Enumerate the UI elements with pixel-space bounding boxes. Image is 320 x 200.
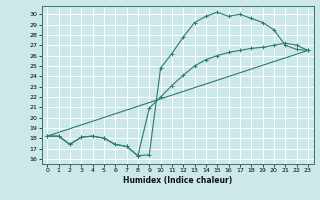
- X-axis label: Humidex (Indice chaleur): Humidex (Indice chaleur): [123, 176, 232, 185]
